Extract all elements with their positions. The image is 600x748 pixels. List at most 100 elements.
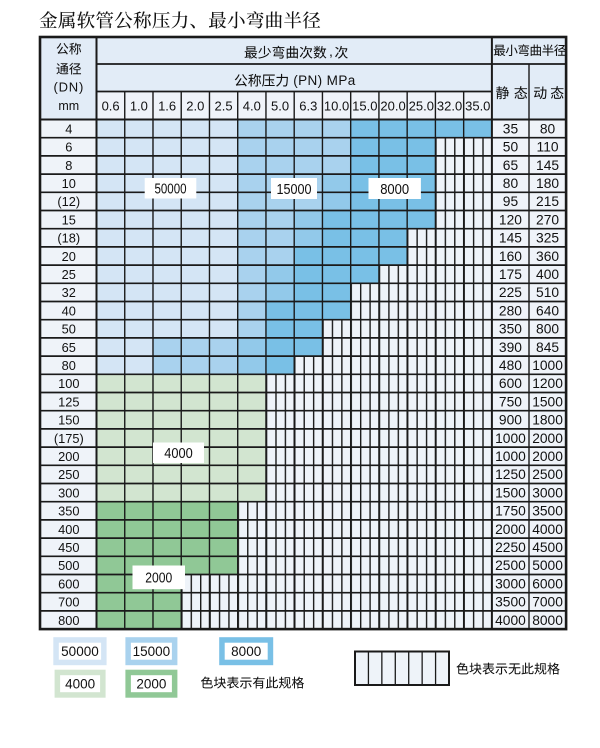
svg-text:2.5: 2.5 — [215, 99, 233, 114]
svg-text:mm: mm — [58, 99, 79, 113]
svg-text:20.0: 20.0 — [380, 99, 405, 114]
svg-text:(PN) MPa: (PN) MPa — [293, 73, 356, 88]
svg-text:5000: 5000 — [532, 558, 563, 573]
svg-text:,: , — [329, 43, 333, 59]
svg-text:8000: 8000 — [380, 181, 409, 198]
svg-text:2250: 2250 — [495, 540, 526, 555]
svg-text:25.0: 25.0 — [409, 99, 434, 114]
svg-text:4500: 4500 — [532, 540, 563, 555]
svg-text:480: 480 — [499, 358, 522, 373]
svg-text:4000: 4000 — [495, 613, 526, 628]
svg-text:350: 350 — [499, 322, 522, 337]
svg-text:500: 500 — [58, 558, 79, 573]
svg-text:50000: 50000 — [155, 181, 187, 198]
svg-text:15.0: 15.0 — [352, 99, 377, 114]
svg-text:510: 510 — [536, 285, 559, 300]
svg-text:2000: 2000 — [532, 449, 563, 464]
svg-text:150: 150 — [58, 413, 79, 428]
svg-text:(DN): (DN) — [53, 80, 84, 95]
svg-text:3000: 3000 — [495, 576, 526, 591]
svg-text:125: 125 — [58, 394, 79, 409]
svg-text:900: 900 — [499, 413, 522, 428]
svg-text:215: 215 — [536, 194, 559, 209]
svg-text:360: 360 — [536, 249, 559, 264]
svg-text:180: 180 — [536, 176, 559, 191]
svg-text:4000: 4000 — [65, 677, 95, 692]
svg-text:2500: 2500 — [532, 467, 563, 482]
svg-text:(12): (12) — [57, 194, 80, 209]
svg-text:1250: 1250 — [495, 467, 526, 482]
svg-text:(18): (18) — [57, 231, 80, 246]
svg-text:270: 270 — [536, 212, 559, 227]
svg-text:1750: 1750 — [495, 504, 526, 519]
svg-text:0.6: 0.6 — [102, 99, 120, 114]
svg-text:5.0: 5.0 — [271, 99, 289, 114]
svg-text:4.0: 4.0 — [243, 99, 261, 114]
svg-text:50: 50 — [503, 140, 519, 155]
svg-text:1000: 1000 — [495, 449, 526, 464]
svg-text:200: 200 — [58, 449, 79, 464]
svg-text:15000: 15000 — [277, 181, 312, 198]
svg-text:40: 40 — [62, 303, 76, 318]
svg-text:7000: 7000 — [532, 595, 563, 610]
svg-text:110: 110 — [537, 140, 559, 155]
svg-text:2000: 2000 — [145, 570, 172, 587]
svg-text:32.0: 32.0 — [437, 99, 462, 114]
svg-text:1500: 1500 — [532, 394, 563, 409]
svg-text:2000: 2000 — [532, 431, 563, 446]
svg-text:450: 450 — [58, 540, 79, 555]
svg-text:3500: 3500 — [495, 595, 526, 610]
svg-text:160: 160 — [499, 249, 522, 264]
svg-text:1500: 1500 — [495, 485, 526, 500]
svg-text:2000: 2000 — [495, 522, 526, 537]
svg-text:350: 350 — [58, 504, 79, 519]
svg-text:3500: 3500 — [532, 504, 563, 519]
svg-text:700: 700 — [58, 595, 79, 610]
svg-text:800: 800 — [536, 322, 559, 337]
svg-text:325: 325 — [536, 231, 559, 246]
svg-text:80: 80 — [540, 121, 556, 136]
svg-text:1.0: 1.0 — [130, 99, 148, 114]
svg-text:10.0: 10.0 — [324, 99, 349, 114]
svg-text:1.6: 1.6 — [158, 99, 176, 114]
svg-text:120: 120 — [499, 212, 522, 227]
svg-text:280: 280 — [499, 303, 522, 318]
svg-text:3000: 3000 — [532, 485, 563, 500]
svg-text:6000: 6000 — [532, 576, 563, 591]
svg-text:15000: 15000 — [133, 644, 171, 659]
svg-text:2000: 2000 — [136, 677, 166, 692]
svg-text:1000: 1000 — [495, 431, 526, 446]
svg-text:35: 35 — [503, 121, 519, 136]
svg-text:15: 15 — [62, 212, 76, 227]
svg-text:1800: 1800 — [532, 413, 563, 428]
svg-text:20: 20 — [62, 249, 76, 264]
svg-text:145: 145 — [536, 158, 559, 173]
svg-text:25: 25 — [62, 267, 76, 282]
svg-text:50: 50 — [62, 322, 76, 337]
svg-text:2500: 2500 — [495, 558, 526, 573]
svg-text:225: 225 — [499, 285, 522, 300]
svg-text:35.0: 35.0 — [465, 99, 490, 114]
svg-text:300: 300 — [58, 485, 79, 500]
svg-text:4000: 4000 — [532, 522, 563, 537]
svg-text:1200: 1200 — [532, 376, 563, 391]
svg-text:80: 80 — [62, 358, 76, 373]
svg-text:4000: 4000 — [164, 445, 193, 462]
svg-text:175: 175 — [499, 267, 522, 282]
svg-text:845: 845 — [536, 340, 559, 355]
svg-text:65: 65 — [62, 340, 76, 355]
svg-text:1000: 1000 — [532, 358, 563, 373]
svg-text:10: 10 — [62, 176, 76, 191]
svg-text:8: 8 — [65, 158, 72, 173]
svg-text:400: 400 — [536, 267, 559, 282]
svg-text:390: 390 — [499, 340, 522, 355]
svg-text:250: 250 — [58, 467, 79, 482]
svg-text:95: 95 — [503, 194, 519, 209]
svg-text:8000: 8000 — [231, 644, 261, 659]
svg-text:50000: 50000 — [61, 644, 99, 659]
svg-text:600: 600 — [499, 376, 522, 391]
svg-text:4: 4 — [65, 121, 72, 136]
svg-text:800: 800 — [58, 613, 79, 628]
svg-text:32: 32 — [62, 285, 76, 300]
svg-text:6.3: 6.3 — [299, 99, 317, 114]
